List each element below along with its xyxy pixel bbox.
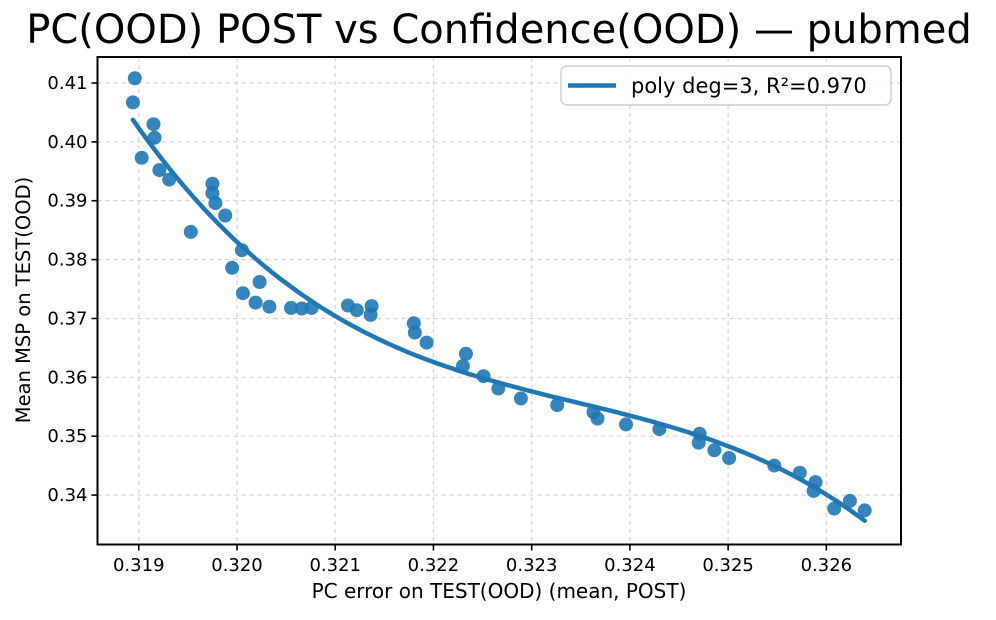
- scatter-point: [127, 71, 142, 86]
- scatter-layer: [125, 71, 872, 518]
- scatter-point: [252, 275, 267, 289]
- x-tick-label: 0.326: [801, 555, 853, 576]
- scatter-point: [218, 208, 233, 223]
- y-tick-label: 0.34: [47, 485, 87, 506]
- y-tick-label: 0.35: [47, 426, 87, 447]
- scatter-point: [235, 286, 250, 301]
- scatter-point: [152, 163, 167, 178]
- chart-title: PC(OOD) POST vs Confidence(OOD) — pubmed: [26, 7, 972, 53]
- scatter-point: [146, 117, 161, 132]
- scatter-point: [722, 451, 737, 465]
- x-tick-label: 0.319: [113, 555, 165, 576]
- scatter-point: [262, 299, 277, 314]
- fit-curve-layer: [130, 117, 867, 523]
- legend-box: [560, 65, 892, 106]
- y-axis-label: Mean MSP on TEST(OOD): [12, 177, 35, 423]
- scatter-point: [590, 411, 605, 426]
- scatter-point: [407, 325, 422, 340]
- scatter-point: [419, 335, 434, 350]
- scatter-point: [842, 493, 857, 508]
- tick-layer: 0.319 0.320 0.321 0.322 0.323 0.324 0.325 0.326…: [47, 73, 852, 576]
- scatter-point: [183, 224, 198, 239]
- scatter-point: [513, 391, 528, 406]
- scatter-point: [125, 95, 140, 110]
- legend: poly deg=3, R²=0.970: [560, 65, 892, 106]
- scatter-point: [248, 295, 263, 310]
- x-tick-label: 0.320: [211, 555, 263, 576]
- scatter-point: [225, 260, 240, 275]
- y-tick-label: 0.41: [47, 73, 87, 94]
- legend-label: poly deg=3, R²=0.970: [631, 74, 867, 98]
- x-tick-label: 0.324: [604, 555, 656, 576]
- grid-layer: [97, 57, 901, 545]
- y-tick-label: 0.37: [47, 308, 87, 329]
- scatter-point: [827, 501, 842, 516]
- scatter-point: [707, 443, 722, 458]
- scatter-point: [208, 196, 223, 211]
- y-tick-label: 0.40: [47, 132, 87, 153]
- scatter-point: [857, 503, 872, 518]
- scatter-point: [458, 346, 473, 361]
- x-tick-label: 0.322: [408, 555, 460, 576]
- y-tick-label: 0.38: [47, 250, 87, 271]
- x-tick-label: 0.323: [506, 555, 558, 576]
- scatter-point: [349, 303, 364, 318]
- poly-fit-curve: [130, 117, 867, 523]
- x-tick-label: 0.325: [702, 555, 754, 576]
- scatter-point: [619, 417, 633, 432]
- x-axis-label: PC error on TEST(OOD) (mean, POST): [312, 579, 687, 603]
- x-tick-label: 0.321: [309, 555, 361, 576]
- plot-border: [96, 56, 902, 546]
- y-tick-label: 0.36: [47, 367, 87, 388]
- scatter-point: [134, 150, 149, 165]
- y-tick-label: 0.39: [47, 191, 87, 212]
- scatter-point: [363, 307, 378, 322]
- scatter-point: [550, 398, 565, 412]
- scatter-point: [284, 300, 298, 315]
